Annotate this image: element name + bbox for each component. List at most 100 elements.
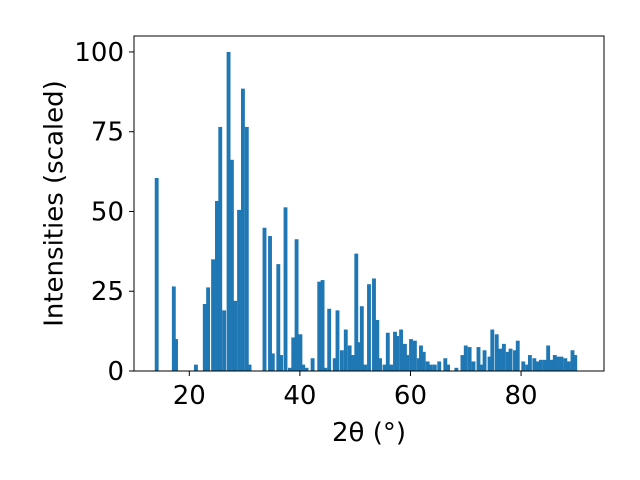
bar — [546, 345, 551, 371]
x-tick-label: 40 — [283, 381, 316, 411]
bar — [233, 300, 238, 371]
bar — [291, 337, 296, 371]
y-tick-label: 0 — [107, 357, 124, 387]
bar — [327, 308, 332, 371]
bar — [479, 364, 484, 371]
bars-group — [154, 51, 578, 372]
bar — [347, 345, 352, 371]
bar — [298, 334, 303, 371]
bar — [521, 361, 526, 371]
bar — [425, 361, 430, 371]
bar — [467, 347, 472, 371]
bar — [287, 367, 292, 371]
bar — [222, 310, 227, 371]
bar — [490, 329, 495, 371]
bar — [385, 332, 390, 371]
bar — [317, 281, 322, 371]
bar — [501, 343, 506, 371]
bar — [508, 348, 513, 371]
bar — [570, 350, 575, 371]
bar — [359, 306, 364, 371]
bar — [375, 319, 380, 371]
bar — [193, 364, 198, 371]
bar — [515, 340, 520, 371]
y-tick-label: 25 — [91, 277, 124, 307]
bar — [505, 351, 510, 371]
bar — [357, 342, 362, 371]
bar — [304, 367, 309, 371]
bar — [154, 177, 159, 371]
bar — [393, 331, 397, 371]
y-axis-label: Intensities (scaled) — [40, 80, 70, 327]
bar — [211, 259, 216, 371]
bar — [367, 284, 371, 371]
x-tick-label: 60 — [394, 381, 427, 411]
bar — [279, 355, 284, 371]
bar — [563, 358, 568, 371]
bar — [343, 329, 348, 371]
bar — [240, 88, 245, 371]
bar — [525, 364, 530, 371]
bar — [206, 287, 211, 371]
bar — [432, 364, 437, 371]
bar — [354, 253, 359, 371]
bar — [395, 335, 400, 371]
bar — [372, 278, 376, 371]
bar — [171, 286, 176, 371]
bar — [532, 358, 537, 371]
bar — [471, 361, 476, 371]
bar — [247, 364, 252, 371]
bar — [215, 200, 219, 371]
bar — [494, 334, 499, 371]
bar — [405, 355, 410, 371]
bar — [437, 361, 442, 371]
bar — [363, 364, 368, 371]
bar — [229, 159, 234, 371]
bar — [428, 364, 433, 371]
bar — [535, 361, 540, 371]
bar — [421, 351, 426, 371]
bar — [487, 356, 492, 371]
bar — [174, 339, 178, 371]
bar — [339, 350, 344, 371]
bar — [382, 364, 387, 371]
bar — [454, 367, 459, 371]
bar — [262, 227, 267, 371]
y-tick-label: 75 — [91, 118, 124, 148]
plot-frame — [133, 35, 605, 372]
bar — [419, 345, 423, 371]
bar — [482, 350, 487, 371]
bar — [218, 126, 223, 372]
y-tick-label: 100 — [74, 38, 124, 68]
bar — [294, 239, 299, 371]
bar — [389, 364, 394, 371]
bar — [244, 126, 249, 372]
bar — [559, 356, 564, 371]
bar — [332, 358, 337, 371]
bar — [403, 343, 407, 371]
x-axis-ticks: 20 40 60 80 — [173, 371, 538, 411]
bar — [513, 350, 517, 371]
bar — [399, 329, 404, 371]
x-tick-label: 20 — [173, 381, 206, 411]
bar — [202, 304, 207, 371]
bar — [320, 280, 325, 371]
bar — [276, 264, 281, 371]
bar — [301, 364, 306, 371]
bar — [476, 347, 481, 371]
bar — [527, 355, 532, 371]
bar — [409, 339, 413, 371]
bar — [323, 367, 328, 371]
bar — [555, 356, 560, 371]
bar — [416, 358, 421, 371]
bar — [460, 355, 465, 371]
bar — [552, 355, 557, 371]
bar — [270, 353, 275, 371]
bar — [539, 359, 543, 371]
bar — [573, 355, 578, 371]
bar — [226, 51, 231, 371]
bar — [351, 355, 355, 371]
x-tick-label: 80 — [505, 381, 538, 411]
bar — [237, 209, 241, 371]
